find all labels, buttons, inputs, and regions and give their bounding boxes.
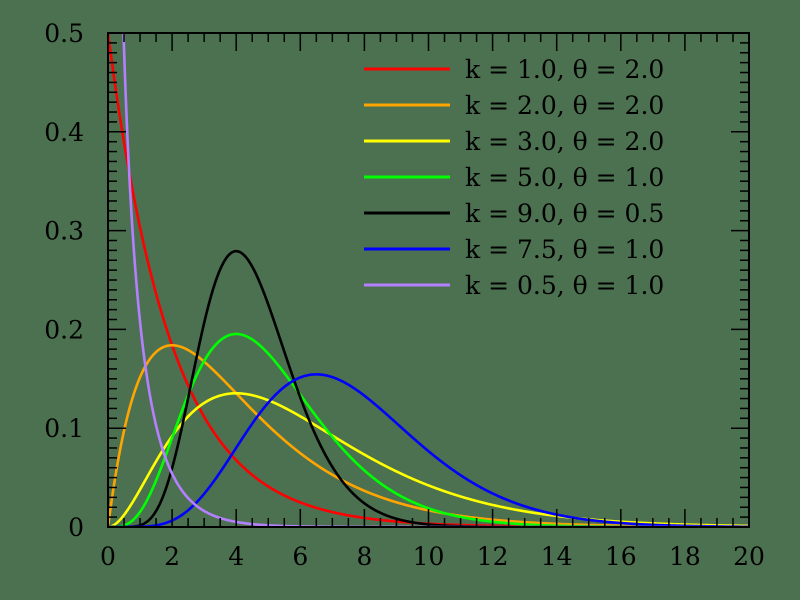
legend-label: k = 7.5, θ = 1.0 — [465, 235, 664, 264]
y-tick-label: 0.2 — [44, 315, 84, 344]
y-tick-label: 0.4 — [44, 118, 84, 147]
x-tick-label: 6 — [292, 542, 308, 571]
legend-label: k = 5.0, θ = 1.0 — [465, 163, 664, 192]
x-tick-label: 14 — [541, 542, 573, 571]
y-axis-tick-labels: 0 0.1 0.2 0.3 0.4 0.5 — [44, 19, 84, 542]
y-tick-label: 0 — [68, 513, 84, 542]
x-axis-tick-labels: 0 2 4 6 8 10 12 14 16 18 20 — [100, 542, 765, 571]
plot-frame — [107, 32, 750, 528]
y-tick-label: 0.3 — [44, 217, 84, 246]
legend-label: k = 2.0, θ = 2.0 — [465, 91, 664, 120]
x-tick-label: 4 — [228, 542, 244, 571]
x-tick-label: 18 — [669, 542, 701, 571]
legend-label: k = 1.0, θ = 2.0 — [465, 55, 664, 84]
y-tick-label: 0.5 — [44, 19, 84, 48]
curve-5 — [108, 373, 749, 527]
y-tick-label: 0.1 — [44, 414, 84, 443]
legend-label: k = 3.0, θ = 2.0 — [465, 127, 664, 156]
legend-label: k = 0.5, θ = 1.0 — [465, 271, 664, 300]
legend: k = 1.0, θ = 2.0 k = 2.0, θ = 2.0 k = 3.0,… — [364, 55, 664, 300]
x-tick-label: 10 — [413, 542, 445, 571]
x-tick-label: 8 — [356, 542, 372, 571]
curve-1 — [108, 343, 749, 527]
x-tick-label: 12 — [477, 542, 509, 571]
curve-2 — [108, 391, 749, 527]
x-tick-label: 20 — [733, 542, 765, 571]
x-tick-label: 16 — [605, 542, 637, 571]
x-tick-label: 2 — [164, 542, 180, 571]
legend-label: k = 9.0, θ = 0.5 — [465, 199, 664, 228]
x-tick-label: 0 — [100, 542, 116, 571]
curve-3 — [108, 332, 749, 527]
